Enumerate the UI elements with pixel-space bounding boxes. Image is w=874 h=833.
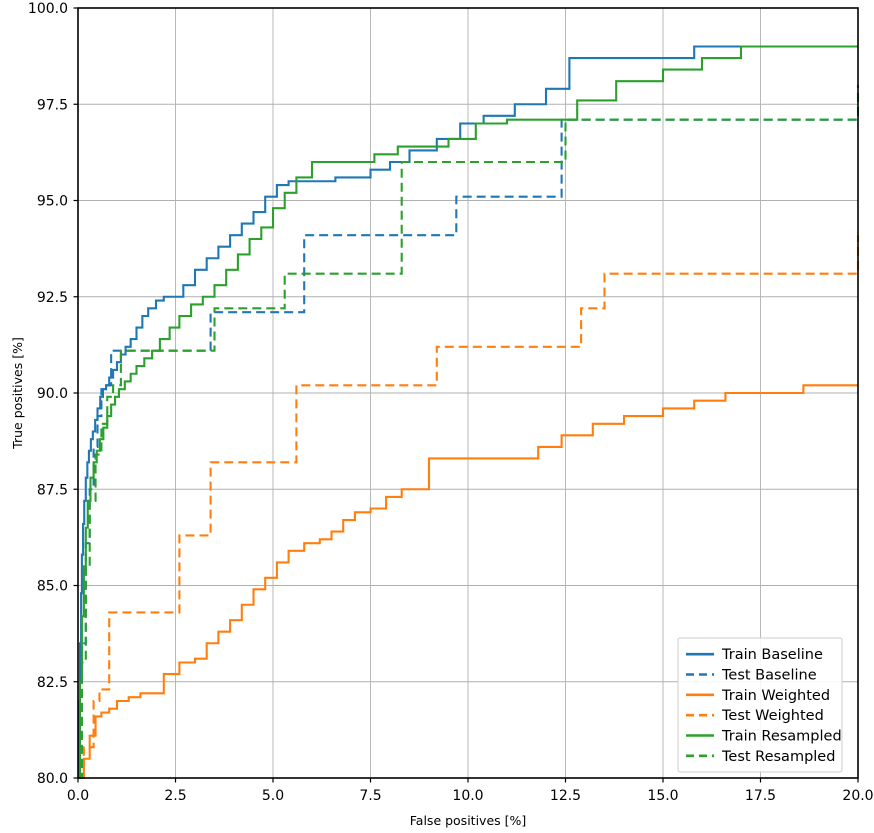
y-tick-label: 95.0 [37,194,68,210]
legend-entry-train-baseline[interactable]: Train Baseline [686,647,823,663]
x-tick-label: 12.5 [550,788,581,804]
x-tick-label: 7.5 [359,788,381,804]
legend-label: Train Resampled [721,729,842,745]
legend-entry-test-baseline[interactable]: Test Baseline [686,668,817,684]
legend-entry-test-weighted[interactable]: Test Weighted [686,708,824,724]
axes-spines [77,7,859,779]
y-tick-label: 87.5 [37,482,68,498]
y-tick-label: 92.5 [37,290,68,306]
y-tick-label: 100.0 [28,1,68,17]
x-axis-title: False positives [%] [410,813,527,828]
x-tick-label: 17.5 [745,788,776,804]
legend-label: Test Weighted [721,708,824,724]
series-train-resampled [78,45,858,780]
series-train-baseline [78,45,858,780]
data-series [78,45,860,780]
series-train-weighted [78,384,858,780]
y-tick-label: 85.0 [37,579,68,595]
series-test-resampled [78,85,860,780]
y-tick-label: 97.5 [37,97,68,113]
legend-entry-train-weighted[interactable]: Train Weighted [686,688,830,704]
legend-label: Train Weighted [721,688,830,704]
legend-label: Train Baseline [721,647,823,663]
legend-entry-test-resampled[interactable]: Test Resampled [686,749,835,765]
x-tick-label: 20.0 [842,788,873,804]
y-tick-label: 80.0 [37,771,68,787]
y-tick-label: 90.0 [37,386,68,402]
x-tick-label: 0.0 [67,788,89,804]
axis-titles: False positives [%] True positives [%] [10,337,526,828]
x-tick-label: 2.5 [164,788,186,804]
x-tick-label: 10.0 [452,788,483,804]
series-test-weighted [78,235,860,780]
legend[interactable]: Train Baseline Test Baseline Train Weighte… [677,637,843,773]
x-tick-label: 15.0 [647,788,678,804]
legend-label: Test Resampled [721,749,835,765]
legend-entry-train-resampled[interactable]: Train Resampled [686,729,842,745]
legend-label: Test Baseline [721,668,817,684]
tick-labels: 0.0 2.5 5.0 7.5 10.0 12.5 15.0 17.5 20.0 80.0 82.5… [28,1,874,804]
y-axis-title: True positives [%] [10,337,25,450]
legend-background [677,637,843,773]
plot-border [77,7,859,779]
x-tick-label: 5.0 [262,788,284,804]
y-tick-label: 82.5 [37,675,68,691]
